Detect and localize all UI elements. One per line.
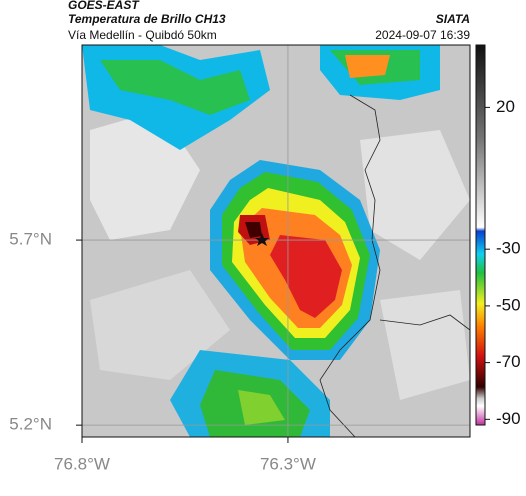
colorbar bbox=[475, 44, 486, 426]
map-frame bbox=[81, 44, 471, 438]
lat-tick-label: 5.2°N bbox=[9, 415, 52, 434]
lon-tick-label: 76.8°W bbox=[54, 454, 110, 473]
colorbar-tick-label: -30 bbox=[496, 239, 521, 258]
location: Vía Medellín - Quibdó 50km bbox=[68, 28, 217, 42]
colorbar-tick-label: -70 bbox=[496, 352, 521, 371]
satellite-image bbox=[82, 45, 470, 437]
lon-tick-label: 76.3°W bbox=[260, 454, 316, 473]
lat-tick-label: 5.7°N bbox=[9, 230, 52, 249]
satellite: GOES-EAST bbox=[68, 0, 140, 12]
colorbar-tick-label: -50 bbox=[496, 295, 521, 314]
colorbar-tick-label: -90 bbox=[496, 409, 521, 428]
colorbar-tick-label: 20 bbox=[496, 97, 515, 116]
location-star bbox=[255, 233, 269, 246]
product: Temperatura de Brillo CH13 bbox=[68, 12, 226, 26]
agency: SIATA bbox=[436, 12, 470, 26]
timestamp: 2024-09-07 16:39 bbox=[375, 28, 470, 42]
